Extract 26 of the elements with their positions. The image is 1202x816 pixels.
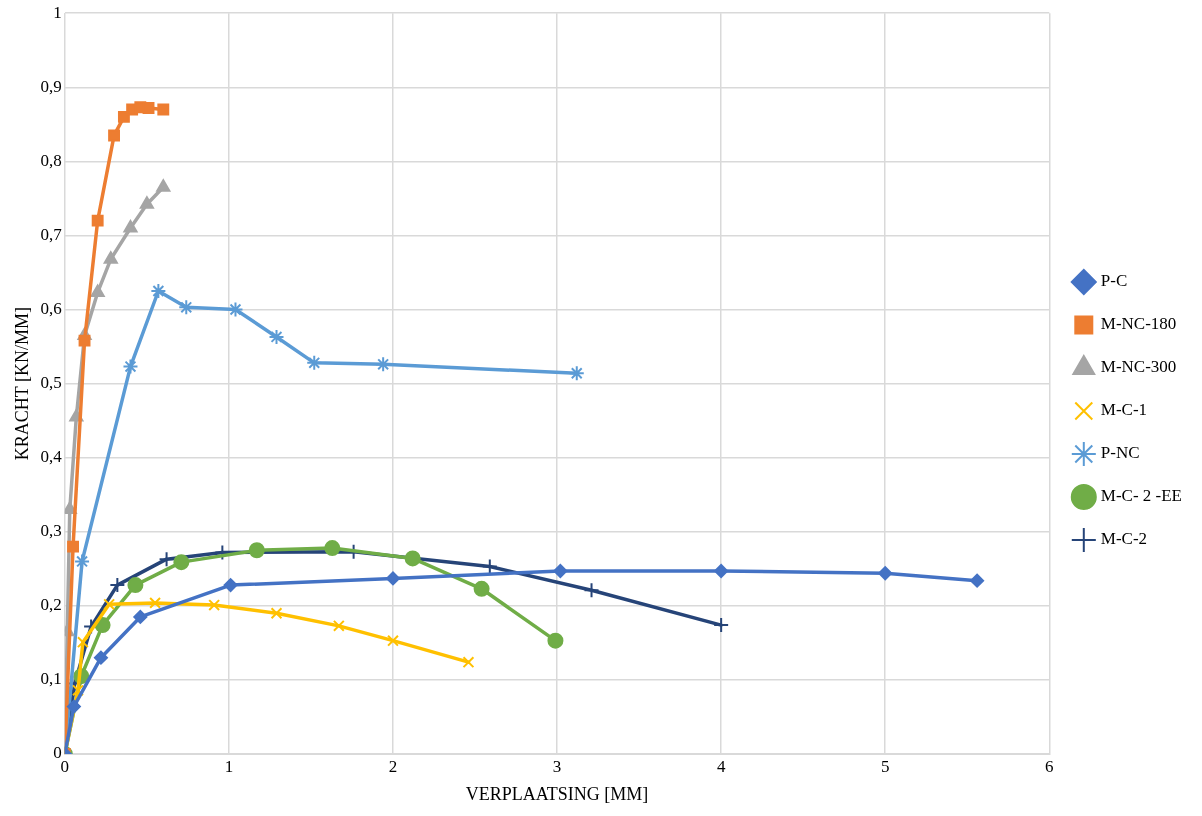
y-tick-label: 0,9 [40,76,62,96]
x-tick-label: 6 [1045,756,1054,776]
y-tick-label: 1 [53,2,62,22]
legend-label: M-NC-300 [1100,357,1177,377]
y-tick-label: 0,5 [40,373,62,393]
legend-label: M-C- 2 -EE [1100,486,1183,506]
legend-label: M-NC-180 [1100,314,1177,334]
legend-label: P-C [1100,271,1128,291]
x-tick-label: 5 [880,756,890,776]
legend-label: M-C-2 [1100,529,1148,549]
x-tick-label: 4 [716,756,726,776]
y-tick-label: 0,3 [40,521,62,541]
x-axis-title: VERPLAATSING [MM] [465,783,649,804]
legend-label: M-C-1 [1100,400,1148,420]
y-tick-label: 0,4 [40,447,63,467]
x-tick-label: 3 [552,756,562,776]
y-tick-label: 0,6 [40,298,62,318]
y-tick-label: 0,7 [40,224,63,244]
y-tick-label: 0,2 [40,595,62,615]
x-tick-label: 1 [224,756,234,776]
y-tick-label: 0 [53,743,62,763]
legend-label: P-NC [1100,443,1140,463]
y-axis-title: KRACHT [KN/MM] [11,307,32,461]
y-tick-label: 0,1 [40,669,62,689]
x-tick-label: 2 [388,756,398,776]
y-tick-label: 0,8 [40,150,62,170]
